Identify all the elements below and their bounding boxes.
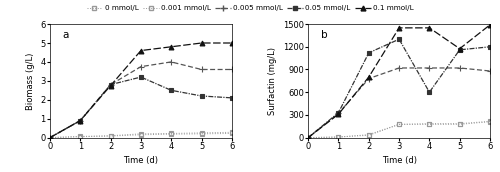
Y-axis label: Biomass (g/L): Biomass (g/L) — [26, 52, 35, 110]
Text: a: a — [62, 30, 69, 40]
X-axis label: Time (d): Time (d) — [124, 156, 158, 165]
Y-axis label: Surfactin (mg/L): Surfactin (mg/L) — [268, 47, 278, 115]
Text: b: b — [321, 30, 328, 40]
Legend: 0 mmol/L, 0.001 mmol/L, 0.005 mmol/L, 0.05 mmol/L, 0.1 mmol/L: 0 mmol/L, 0.001 mmol/L, 0.005 mmol/L, 0.… — [85, 4, 415, 13]
X-axis label: Time (d): Time (d) — [382, 156, 416, 165]
